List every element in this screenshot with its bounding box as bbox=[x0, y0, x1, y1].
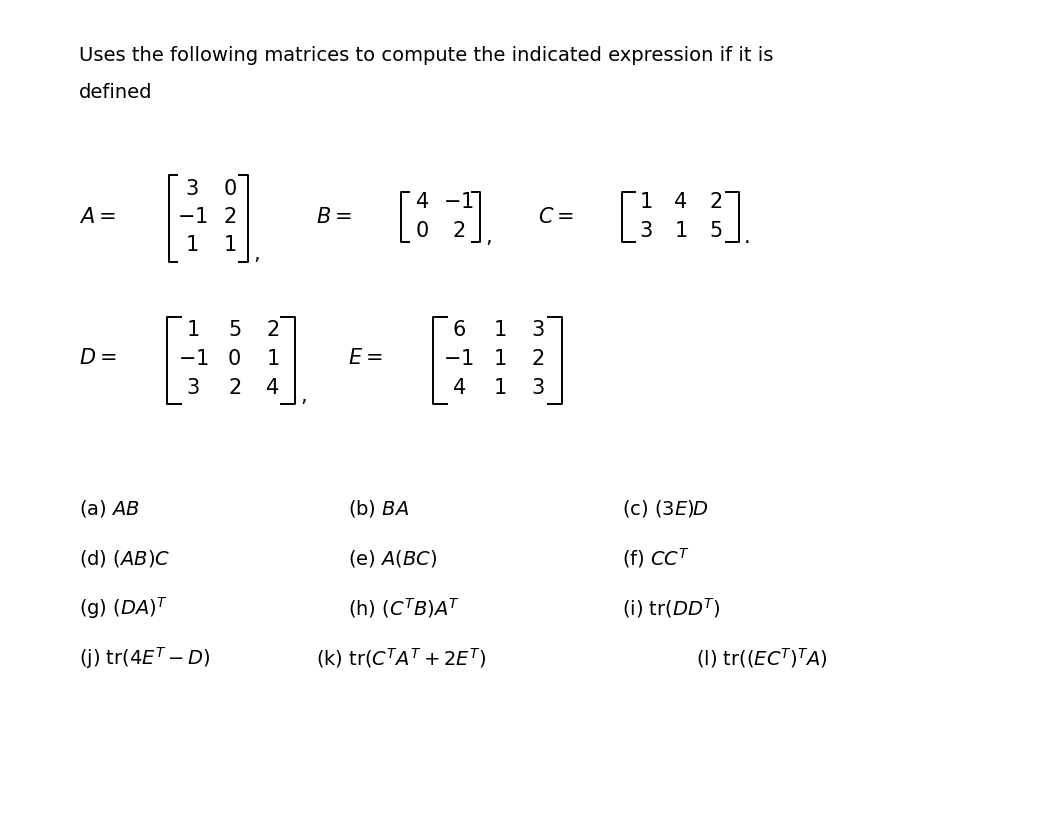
Text: (i) $\mathrm{tr}(DD^T)$: (i) $\mathrm{tr}(DD^T)$ bbox=[622, 596, 721, 620]
Text: (c) $(3E)D$: (c) $(3E)D$ bbox=[622, 497, 709, 519]
Text: $5$: $5$ bbox=[709, 221, 722, 241]
Text: (g) $(DA)^T$: (g) $(DA)^T$ bbox=[79, 595, 168, 621]
Text: (d) $(AB)C$: (d) $(AB)C$ bbox=[79, 547, 171, 569]
Text: $1$: $1$ bbox=[187, 320, 199, 340]
Text: (e) $A(BC)$: (e) $A(BC)$ bbox=[348, 547, 438, 569]
Text: (l) $\mathrm{tr}((EC^T)^TA)$: (l) $\mathrm{tr}((EC^T)^TA)$ bbox=[696, 646, 828, 670]
Text: $1$: $1$ bbox=[494, 378, 506, 398]
Text: $0$: $0$ bbox=[223, 179, 237, 199]
Text: (j) $\mathrm{tr}(4E^T - D)$: (j) $\mathrm{tr}(4E^T - D)$ bbox=[79, 645, 211, 671]
Text: $2$: $2$ bbox=[224, 207, 236, 227]
Text: $A =$: $A =$ bbox=[79, 207, 116, 227]
Text: $2$: $2$ bbox=[266, 320, 279, 340]
Text: $3$: $3$ bbox=[186, 179, 198, 199]
Text: $3$: $3$ bbox=[187, 378, 199, 398]
Text: $2$: $2$ bbox=[228, 378, 241, 398]
Text: (k) $\mathrm{tr}(C^TA^T + 2E^T)$: (k) $\mathrm{tr}(C^TA^T + 2E^T)$ bbox=[316, 646, 486, 670]
Text: $4$: $4$ bbox=[415, 192, 429, 212]
Text: (h) $(C^TB)A^T$: (h) $(C^TB)A^T$ bbox=[348, 596, 460, 620]
Text: (b) $BA$: (b) $BA$ bbox=[348, 497, 409, 519]
Text: $1$: $1$ bbox=[186, 235, 198, 255]
Text: $4$: $4$ bbox=[673, 192, 688, 212]
Text: $2$: $2$ bbox=[453, 221, 465, 241]
Text: $1$: $1$ bbox=[674, 221, 687, 241]
Text: $B =$: $B =$ bbox=[316, 207, 352, 227]
Text: $E =$: $E =$ bbox=[348, 348, 383, 368]
Text: $1$: $1$ bbox=[266, 349, 279, 369]
Text: $1$: $1$ bbox=[224, 235, 236, 255]
Text: $0$: $0$ bbox=[415, 221, 429, 241]
Text: ,: , bbox=[253, 244, 260, 264]
Text: defined: defined bbox=[79, 83, 153, 102]
Text: $3$: $3$ bbox=[532, 378, 544, 398]
Text: $4$: $4$ bbox=[265, 378, 280, 398]
Text: $2$: $2$ bbox=[532, 349, 544, 369]
Text: $4$: $4$ bbox=[452, 378, 466, 398]
Text: ,: , bbox=[301, 386, 307, 406]
Text: $-1$: $-1$ bbox=[176, 207, 208, 227]
Text: $1$: $1$ bbox=[494, 349, 506, 369]
Text: $C =$: $C =$ bbox=[538, 207, 574, 227]
Text: $-1$: $-1$ bbox=[177, 349, 209, 369]
Text: $6$: $6$ bbox=[452, 320, 466, 340]
Text: $D =$: $D =$ bbox=[79, 348, 117, 368]
Text: .: . bbox=[744, 227, 750, 247]
Text: $-1$: $-1$ bbox=[443, 192, 475, 212]
Text: $5$: $5$ bbox=[228, 320, 241, 340]
Text: Uses the following matrices to compute the indicated expression if it is: Uses the following matrices to compute t… bbox=[79, 46, 773, 65]
Text: (a) $AB$: (a) $AB$ bbox=[79, 497, 140, 519]
Text: $1$: $1$ bbox=[494, 320, 506, 340]
Text: ,: , bbox=[485, 227, 492, 247]
Text: $-1$: $-1$ bbox=[443, 349, 475, 369]
Text: $3$: $3$ bbox=[639, 221, 652, 241]
Text: $0$: $0$ bbox=[227, 349, 242, 369]
Text: (f) $CC^T$: (f) $CC^T$ bbox=[622, 546, 690, 570]
Text: $2$: $2$ bbox=[709, 192, 722, 212]
Text: $3$: $3$ bbox=[532, 320, 544, 340]
Text: $1$: $1$ bbox=[639, 192, 652, 212]
